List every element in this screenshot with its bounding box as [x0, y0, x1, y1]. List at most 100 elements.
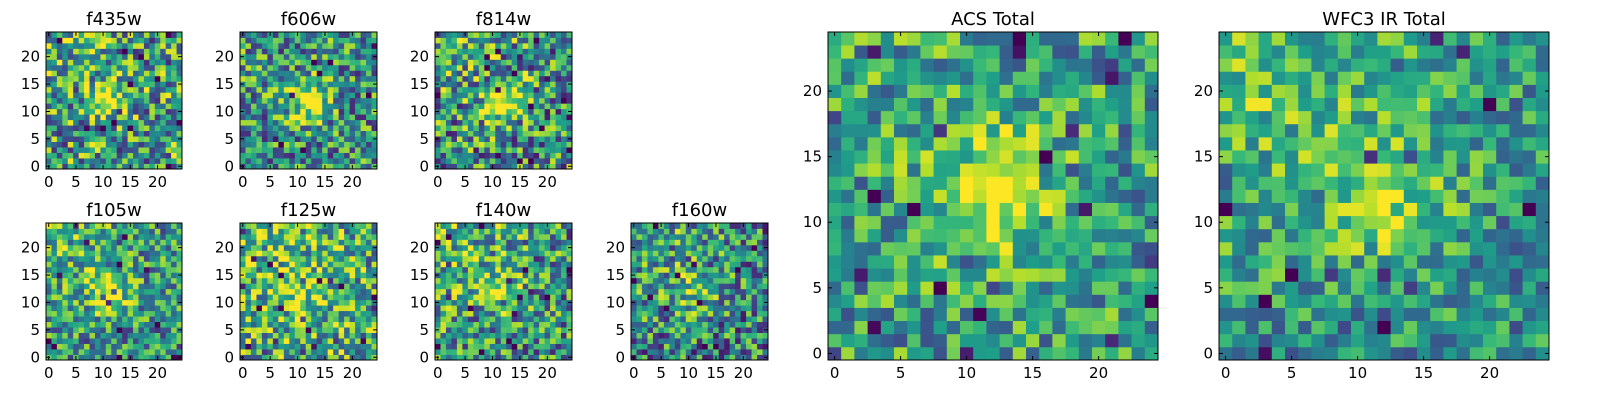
heatmap-cell — [445, 261, 452, 268]
heatmap-cell — [355, 70, 361, 77]
heatmap-cell — [528, 130, 535, 137]
heatmap-cell — [511, 108, 518, 115]
heatmap-cell — [338, 266, 345, 273]
heatmap-cell — [138, 250, 145, 257]
heatmap-cell — [338, 239, 345, 246]
heatmap-cell — [647, 354, 654, 361]
heatmap-cell — [757, 228, 763, 235]
heatmap-cell — [322, 81, 329, 88]
heatmap-cell — [489, 321, 496, 328]
heatmap-cell — [154, 349, 161, 355]
heatmap-cell — [283, 349, 290, 355]
heatmap-cell — [658, 228, 665, 235]
heatmap-cell — [245, 338, 252, 344]
heatmap-cell — [100, 332, 107, 339]
heatmap-cell — [751, 283, 758, 290]
heatmap-cell — [56, 141, 63, 148]
heatmap-cell — [506, 136, 513, 142]
heatmap-cell — [674, 288, 681, 295]
heatmap-cell — [311, 152, 318, 159]
heatmap-cell — [674, 244, 681, 251]
heatmap-cell — [133, 163, 139, 170]
heatmap-cell — [46, 255, 52, 262]
heatmap-cell — [56, 272, 63, 279]
heatmap-cell — [245, 266, 252, 273]
heatmap-cell — [256, 250, 263, 257]
heatmap-cell — [256, 277, 263, 284]
heatmap-cell — [267, 294, 274, 301]
heatmap-cell — [511, 42, 518, 49]
heatmap-cell — [344, 92, 350, 99]
heatmap-cell — [105, 64, 112, 71]
heatmap-cell — [143, 228, 150, 235]
heatmap-cell — [456, 130, 463, 137]
heatmap-cell — [78, 266, 85, 273]
heatmap-cell — [451, 48, 458, 55]
heatmap-cell — [360, 108, 367, 115]
heatmap-cell — [489, 288, 496, 295]
heatmap-cell — [451, 310, 458, 317]
heatmap-cell — [333, 228, 340, 235]
heatmap-cell — [138, 354, 145, 361]
heatmap-cell — [116, 147, 123, 153]
heatmap-cell — [636, 316, 643, 323]
heatmap-cell — [500, 233, 507, 240]
heatmap-cell — [256, 136, 263, 142]
heatmap-cell — [56, 119, 63, 126]
heatmap-cell — [105, 316, 112, 323]
heatmap-cell — [311, 228, 318, 235]
heatmap-cell — [511, 97, 518, 104]
heatmap-cell — [143, 103, 150, 110]
heatmap-cell — [51, 261, 58, 268]
heatmap-cell — [176, 125, 183, 132]
heatmap-cell — [669, 316, 676, 323]
heatmap-cell — [256, 239, 263, 246]
heatmap-cell — [138, 114, 145, 121]
heatmap-cell — [894, 255, 908, 269]
heatmap-cell — [100, 327, 107, 333]
heatmap-cell — [149, 343, 156, 350]
heatmap-cell — [735, 272, 741, 279]
heatmap-cell — [73, 266, 80, 273]
heatmap-cell — [138, 288, 145, 295]
heatmap-cell — [495, 294, 502, 301]
heatmap-cell — [539, 332, 545, 339]
heatmap-cell — [327, 223, 334, 229]
heatmap-cell — [250, 228, 257, 235]
heatmap-cell — [484, 92, 491, 99]
heatmap-cell — [456, 228, 463, 235]
heatmap-cell — [111, 327, 118, 333]
heatmap-cell — [702, 327, 709, 333]
heatmap-cell — [674, 266, 681, 273]
heatmap-cell — [506, 305, 513, 312]
heatmap-cell — [740, 349, 747, 355]
heatmap-cell — [100, 277, 107, 284]
heatmap-cell — [250, 272, 257, 279]
heatmap-cell — [94, 37, 101, 44]
heatmap-cell — [355, 86, 361, 93]
heatmap-cell — [550, 136, 556, 142]
heatmap-cell — [171, 130, 177, 137]
heatmap-cell — [735, 321, 741, 328]
heatmap-cell — [506, 261, 513, 268]
heatmap-cell — [467, 136, 474, 142]
heatmap-cell — [160, 277, 167, 284]
heatmap-cell — [696, 327, 703, 333]
heatmap-cell — [647, 233, 654, 240]
heatmap-cell — [176, 92, 183, 99]
heatmap-cell — [440, 343, 447, 350]
heatmap-cell — [149, 223, 156, 229]
heatmap-cell — [289, 86, 296, 93]
heatmap-cell — [73, 125, 80, 132]
heatmap-cell — [713, 283, 720, 290]
heatmap-cell — [440, 332, 447, 339]
heatmap-cell — [272, 233, 279, 240]
panel-title: f105w — [86, 200, 141, 221]
heatmap-cell — [1078, 268, 1093, 282]
heatmap-cell — [311, 223, 318, 229]
heatmap-cell — [867, 294, 882, 308]
heatmap-cell — [56, 86, 63, 93]
heatmap-cell — [478, 250, 485, 257]
heatmap-cell — [149, 338, 156, 344]
heatmap-cell — [828, 346, 842, 361]
